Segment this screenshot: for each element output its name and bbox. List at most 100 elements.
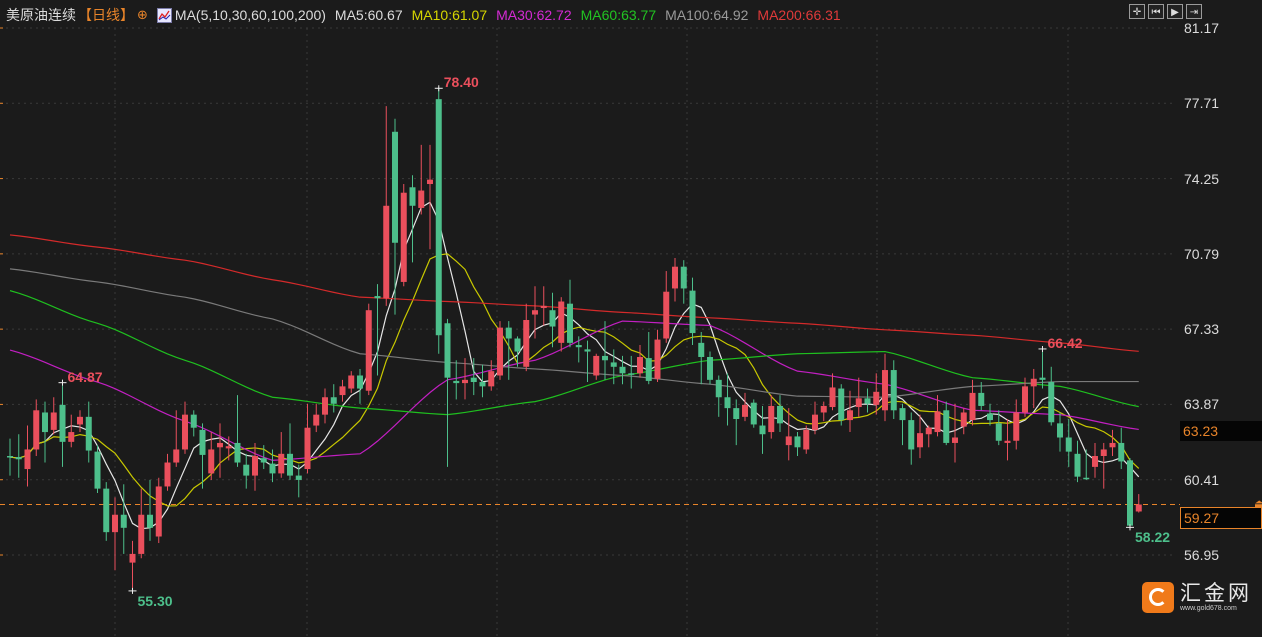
candle-down xyxy=(689,290,696,334)
candle-down xyxy=(260,458,267,463)
ma-value-label: MA5:60.67 xyxy=(334,7,403,23)
candle-down xyxy=(680,266,687,289)
candle-down xyxy=(584,349,591,352)
candle-down xyxy=(435,99,442,336)
candle-up xyxy=(322,397,328,415)
candle-up xyxy=(383,205,390,299)
logo-url: www.gold678.com xyxy=(1180,605,1237,612)
chart-toolbar: ✛ ⏮ ▶ ⇥ xyxy=(1129,4,1202,19)
candle-up xyxy=(173,449,180,463)
candle-down xyxy=(1127,460,1133,526)
candle-down xyxy=(995,423,1002,441)
candle-up xyxy=(637,356,643,374)
candle-down xyxy=(707,356,713,380)
candle-down xyxy=(103,488,110,533)
candle-up xyxy=(400,192,407,282)
extreme-price-label: 58.22 xyxy=(1135,529,1171,546)
ma-indicator-icon[interactable] xyxy=(156,7,172,23)
candle-down xyxy=(7,455,13,458)
y-tick-label: 70.79 xyxy=(1184,245,1220,262)
candle-down xyxy=(1048,382,1055,423)
candle-up xyxy=(847,410,853,421)
candle-up xyxy=(138,514,145,554)
add-indicator-icon[interactable]: ⊕ xyxy=(137,7,148,22)
candle-up xyxy=(917,433,923,448)
candle-down xyxy=(1083,477,1090,480)
jump-end-icon[interactable]: ⇥ xyxy=(1186,4,1202,19)
candle-up xyxy=(1092,455,1098,467)
ma-value-label: MA200:66.31 xyxy=(757,7,841,23)
ma-values: MA5:60.67 MA10:61.07 MA30:62.72 MA60:63.77 M… xyxy=(335,7,850,23)
candle-up xyxy=(304,427,311,470)
y-tick-label: 60.41 xyxy=(1184,471,1220,488)
current-price-tag: 59.27 xyxy=(1180,507,1262,529)
candle-down xyxy=(94,451,101,489)
candle-up xyxy=(1013,412,1020,441)
candle-up xyxy=(339,386,346,396)
candle-down xyxy=(610,362,617,367)
candle-down xyxy=(1118,442,1125,462)
candle-down xyxy=(357,375,363,389)
candle-up xyxy=(427,179,433,185)
period-selector[interactable]: 【日线】 xyxy=(78,7,134,23)
y-tick-label: 81.17 xyxy=(1184,20,1220,36)
candle-up xyxy=(1135,504,1142,512)
candle-up xyxy=(803,429,810,450)
ma-line-ma200 xyxy=(9,234,1139,352)
ma-value-label: MA30:62.72 xyxy=(496,7,572,23)
candle-up xyxy=(925,427,932,435)
candle-up xyxy=(217,442,223,448)
candle-down xyxy=(42,412,48,433)
ma-value-label: MA100:64.92 xyxy=(665,7,749,23)
candle-up xyxy=(829,387,836,408)
candle-up xyxy=(50,412,57,430)
candle-down xyxy=(295,475,302,480)
ma-line-ma10 xyxy=(9,253,1140,507)
candle-down xyxy=(470,377,477,383)
candle-up xyxy=(952,437,958,443)
candle-up xyxy=(820,405,827,413)
y-tick-label: 63.87 xyxy=(1184,396,1220,413)
play-icon[interactable]: ▶ xyxy=(1167,4,1183,19)
price-alert-icon[interactable]: ⏏ xyxy=(1254,498,1262,510)
ma-line-ma5 xyxy=(9,201,1140,530)
candle-down xyxy=(287,453,293,476)
y-tick-label: 74.25 xyxy=(1184,170,1220,187)
candle-down xyxy=(15,457,22,460)
candle-down xyxy=(1074,453,1081,477)
candle-up xyxy=(462,379,468,384)
candle-up xyxy=(558,301,565,343)
candle-up xyxy=(129,553,136,563)
extreme-price-label: 66.42 xyxy=(1047,334,1083,351)
logo-name: 汇金网 xyxy=(1180,582,1252,605)
candle-up xyxy=(593,355,600,376)
candle-up xyxy=(365,310,372,391)
candle-down xyxy=(85,416,92,451)
candle-down xyxy=(575,345,582,348)
candle-up xyxy=(812,414,818,430)
candle-up xyxy=(24,449,31,470)
crosshair-icon[interactable]: ✛ xyxy=(1129,4,1145,19)
candle-up xyxy=(488,371,495,387)
extreme-price-label: 64.87 xyxy=(67,368,103,385)
ma-params: MA(5,10,30,60,100,200) xyxy=(174,7,326,23)
candle-down xyxy=(715,379,722,398)
candle-up xyxy=(164,462,171,487)
candle-up xyxy=(348,375,355,389)
step-back-icon[interactable]: ⏮ xyxy=(1148,4,1164,19)
candle-up xyxy=(112,514,118,533)
candle-down xyxy=(943,410,950,443)
candle-up xyxy=(1004,440,1011,443)
candle-up xyxy=(540,305,547,309)
candle-down xyxy=(120,514,127,528)
candle-up xyxy=(1109,442,1116,448)
candle-down xyxy=(602,355,608,361)
candle-down xyxy=(838,388,845,421)
candle-up xyxy=(278,453,285,474)
candle-up xyxy=(497,327,503,376)
candle-down xyxy=(514,338,521,352)
ma-value-label: MA10:61.07 xyxy=(411,7,488,23)
candle-up xyxy=(663,291,670,339)
candle-down xyxy=(1039,377,1046,380)
